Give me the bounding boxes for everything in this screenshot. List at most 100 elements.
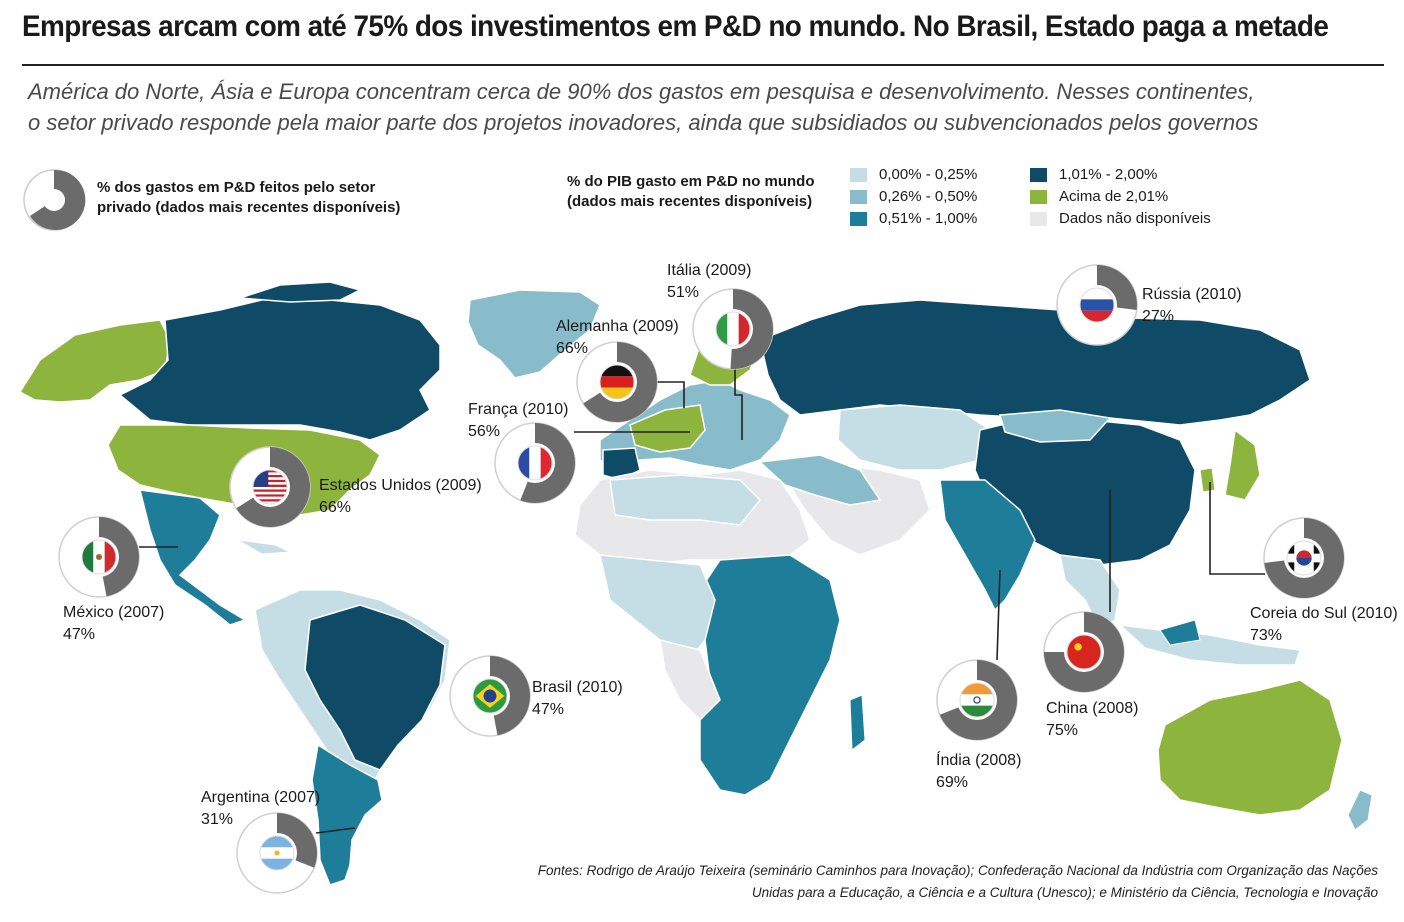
pie-legend-icon bbox=[23, 169, 86, 231]
country-label: França (2010) 56% bbox=[468, 399, 569, 443]
legend-label: 0,51% - 1,00% bbox=[879, 210, 978, 227]
canada-islands bbox=[239, 281, 363, 303]
map-legend-line-1: % do PIB gasto em P&D no mundo bbox=[567, 173, 815, 190]
connector-line bbox=[315, 827, 356, 834]
greenland bbox=[467, 289, 601, 379]
usa-flag-icon bbox=[252, 469, 288, 505]
country-pct: 27% bbox=[1142, 308, 1175, 325]
country-pct: 66% bbox=[556, 340, 589, 357]
legend-swatch bbox=[850, 167, 867, 182]
country-name: México (2007) bbox=[63, 604, 165, 621]
argentina-flag-icon bbox=[259, 835, 295, 871]
brazil bbox=[304, 604, 446, 771]
legend-class-5: Dados não disponíveis bbox=[1030, 210, 1211, 227]
japan bbox=[1224, 428, 1261, 501]
country-pct: 51% bbox=[667, 284, 700, 301]
country-pct: 56% bbox=[468, 423, 501, 440]
page-title: Empresas arcam com até 75% dos investime… bbox=[22, 10, 1329, 43]
new-zealand bbox=[1347, 789, 1373, 831]
country-label: Alemanha (2009) 66% bbox=[556, 316, 679, 360]
pie-slice bbox=[490, 656, 531, 736]
brazil-flag-icon bbox=[472, 678, 508, 714]
legend-swatch bbox=[1030, 211, 1047, 226]
country-pct: 47% bbox=[63, 626, 96, 643]
subtitle: América do Norte, Ásia e Europa concentr… bbox=[28, 76, 1258, 138]
sources: Fontes: Rodrigo de Araújo Teixeira (semi… bbox=[538, 860, 1378, 904]
country-name: Itália (2009) bbox=[667, 262, 752, 279]
pie-slice bbox=[99, 517, 140, 597]
south-korea-flag-icon bbox=[1286, 540, 1322, 576]
legend-label: 0,26% - 0,50% bbox=[879, 188, 978, 205]
pie-legend-line-1: % dos gastos em P&D feitos pelo setor bbox=[97, 179, 376, 196]
mongolia bbox=[999, 409, 1112, 443]
legend-swatch bbox=[850, 189, 867, 204]
country-name: Coreia do Sul (2010) bbox=[1250, 605, 1398, 622]
country-name: Brasil (2010) bbox=[532, 679, 623, 696]
legend-class-3: 1,01% - 2,00% bbox=[1030, 166, 1157, 183]
madagascar bbox=[849, 694, 866, 751]
pie-legend-text: % dos gastos em P&D feitos pelo setor pr… bbox=[97, 178, 400, 218]
germany-flag-icon bbox=[599, 364, 635, 400]
india bbox=[939, 479, 1036, 612]
pie-south-korea bbox=[1263, 517, 1345, 599]
china-flag-icon bbox=[1066, 634, 1102, 670]
country-name: China (2008) bbox=[1046, 700, 1139, 717]
russia-flag-icon bbox=[1079, 287, 1115, 323]
korea bbox=[1199, 467, 1216, 493]
connector-line bbox=[656, 381, 685, 408]
iran-turkey bbox=[758, 454, 882, 506]
sources-line-2: Unidas para a Educação, a Ciência e a Cu… bbox=[751, 885, 1378, 900]
country-pct: 73% bbox=[1250, 627, 1283, 644]
country-label: Rússia (2010) 27% bbox=[1142, 284, 1242, 328]
sources-line-1: Fontes: Rodrigo de Araújo Teixeira (semi… bbox=[537, 863, 1378, 878]
pie-italy bbox=[692, 288, 774, 370]
connector-line bbox=[1209, 482, 1265, 575]
pie-germany bbox=[576, 341, 658, 423]
connector-line bbox=[734, 369, 743, 440]
pie-brazil bbox=[449, 655, 531, 737]
legend-class-4: Acima de 2,01% bbox=[1030, 188, 1168, 205]
country-label: México (2007) 47% bbox=[63, 602, 164, 646]
pie-russia bbox=[1056, 264, 1138, 346]
legend-label: Acima de 2,01% bbox=[1059, 188, 1169, 205]
map-legend-line-2: (dados mais recentes disponíveis) bbox=[567, 193, 813, 210]
country-label: China (2008) 75% bbox=[1046, 698, 1139, 742]
country-pct: 66% bbox=[319, 499, 352, 516]
legend-label: 0,00% - 0,25% bbox=[879, 166, 978, 183]
country-name: Estados Unidos (2009) bbox=[319, 477, 482, 494]
india-flag-icon bbox=[959, 682, 995, 718]
country-label: Brasil (2010) 47% bbox=[532, 677, 623, 721]
country-pct: 75% bbox=[1046, 722, 1079, 739]
france-flag-icon bbox=[517, 445, 553, 481]
legend-label: Dados não disponíveis bbox=[1059, 210, 1211, 227]
italy-flag-icon bbox=[715, 311, 751, 347]
legend-class-2: 0,51% - 1,00% bbox=[850, 210, 977, 227]
africa-east bbox=[689, 554, 841, 796]
country-pct: 69% bbox=[936, 774, 969, 791]
australia bbox=[1157, 679, 1343, 816]
pie-mexico bbox=[58, 516, 140, 598]
mexico bbox=[139, 489, 247, 626]
pie-legend-line-2: privado (dados mais recentes disponíveis… bbox=[97, 199, 401, 216]
country-label: Argentina (2007) 31% bbox=[201, 787, 320, 831]
pie-france bbox=[494, 422, 576, 504]
country-name: França (2010) bbox=[468, 401, 569, 418]
legend-class-1: 0,26% - 0,50% bbox=[850, 188, 977, 205]
country-pct: 47% bbox=[532, 701, 565, 718]
subtitle-line-1: América do Norte, Ásia e Europa concentr… bbox=[28, 79, 1255, 104]
pie-china bbox=[1043, 611, 1125, 693]
mexico-flag-icon bbox=[81, 539, 117, 575]
legend-swatch bbox=[1030, 189, 1047, 204]
subtitle-line-2: o setor privado responde pela maior part… bbox=[28, 110, 1259, 135]
north-africa-light bbox=[609, 474, 762, 526]
france-germany bbox=[629, 404, 706, 453]
country-name: Rússia (2010) bbox=[1142, 286, 1242, 303]
legend-swatch bbox=[850, 211, 867, 226]
canada bbox=[118, 297, 441, 441]
title-divider bbox=[22, 64, 1384, 66]
country-label: Coreia do Sul (2010) 73% bbox=[1250, 603, 1398, 647]
pie-argentina bbox=[236, 812, 318, 894]
argentina-chile bbox=[311, 743, 383, 886]
